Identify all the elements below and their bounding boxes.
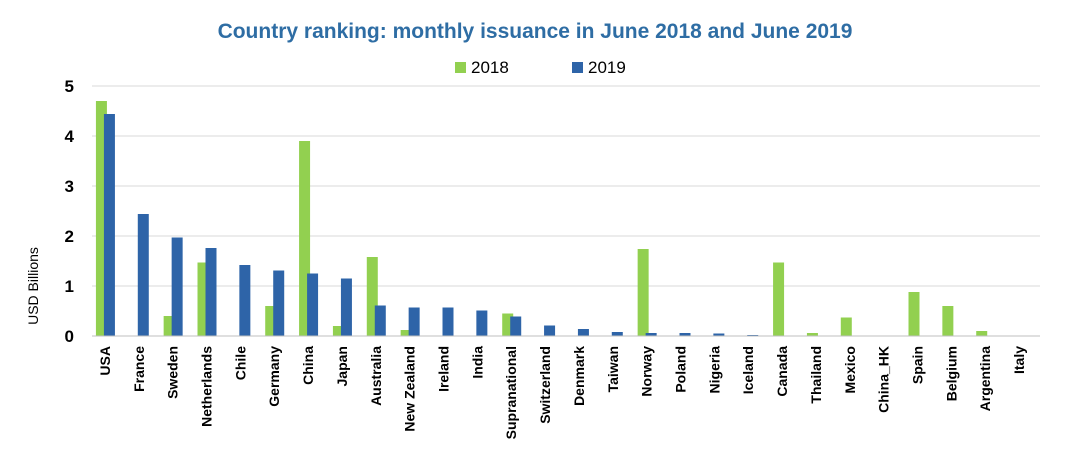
chart-title: Country ranking: monthly issuance in Jun… bbox=[218, 20, 853, 43]
bar-2019-japan bbox=[340, 278, 352, 336]
bar-2019-supranational bbox=[510, 316, 522, 336]
y-axis-ticks: 0 1 2 3 4 5 bbox=[65, 77, 75, 346]
bar-2019-poland bbox=[679, 333, 691, 336]
bar-2018-belgium bbox=[942, 306, 954, 336]
x-tick-label: Iceland bbox=[740, 346, 756, 394]
bar-2018-sweden bbox=[163, 316, 175, 336]
y-axis-label: USD Billions bbox=[25, 247, 41, 325]
x-tick-label: Denmark bbox=[571, 346, 587, 406]
x-tick-label: Ireland bbox=[436, 346, 452, 392]
bar-2018-norway bbox=[637, 249, 649, 336]
x-tick-label: Spain bbox=[910, 346, 926, 384]
legend-swatch-2018 bbox=[455, 62, 466, 73]
x-tick-label: Supranational bbox=[503, 346, 519, 439]
bar-2019-france bbox=[137, 214, 149, 336]
bar-2019-norway bbox=[645, 333, 657, 336]
bar-2019-switzerland bbox=[544, 325, 556, 336]
x-tick-label: Canada bbox=[774, 346, 790, 397]
bar-2019-denmark bbox=[577, 329, 589, 336]
x-tick-label: France bbox=[131, 346, 147, 392]
x-tick-label: Switzerland bbox=[537, 346, 553, 424]
x-tick-label: Thailand bbox=[808, 346, 824, 404]
bar-2019-china bbox=[307, 273, 319, 336]
bars bbox=[95, 101, 988, 336]
x-tick-label: China bbox=[300, 346, 316, 385]
bar-2018-china bbox=[299, 141, 311, 336]
bar-2019-ireland bbox=[442, 307, 454, 336]
x-tick-label: Norway bbox=[639, 346, 655, 397]
bar-2019-taiwan bbox=[611, 332, 623, 336]
bar-2018-mexico bbox=[840, 317, 852, 336]
y-tick-label: 2 bbox=[65, 227, 74, 246]
y-tick-label: 3 bbox=[65, 177, 74, 196]
x-tick-label: Italy bbox=[1011, 346, 1027, 374]
legend-swatch-2019 bbox=[572, 62, 583, 73]
y-tick-label: 4 bbox=[65, 127, 75, 146]
y-tick-label: 0 bbox=[65, 327, 74, 346]
x-tick-label: New Zealand bbox=[402, 346, 418, 432]
bar-2019-india bbox=[476, 310, 488, 336]
bar-2018-japan bbox=[332, 326, 344, 336]
bar-2018-australia bbox=[366, 257, 378, 336]
bar-2019-nigeria bbox=[713, 333, 725, 336]
x-tick-label: Nigeria bbox=[706, 346, 722, 394]
x-tick-label: Australia bbox=[368, 346, 384, 406]
x-tick-label: Germany bbox=[266, 346, 282, 407]
bar-2019-netherlands bbox=[205, 248, 217, 336]
bar-2018-spain bbox=[908, 292, 920, 336]
bar-2019-australia bbox=[374, 305, 386, 336]
y-tick-label: 1 bbox=[65, 277, 74, 296]
bar-2018-germany bbox=[265, 306, 277, 336]
bar-2018-new-zealand bbox=[400, 330, 412, 336]
bar-2019-chile bbox=[239, 265, 251, 336]
x-tick-label: Japan bbox=[334, 346, 350, 386]
bar-2018-thailand bbox=[806, 333, 818, 336]
x-axis-ticks: USA France Sweden Netherlands Chile Germany Ch… bbox=[97, 346, 1027, 440]
x-tick-label: Belgium bbox=[943, 346, 959, 401]
y-tick-label: 5 bbox=[65, 77, 74, 96]
x-tick-label: Netherlands bbox=[199, 346, 215, 427]
bar-2018-usa bbox=[95, 101, 107, 336]
bar-2018-argentina bbox=[976, 331, 988, 336]
x-tick-label: China_HK bbox=[876, 346, 892, 413]
bar-2019-usa bbox=[103, 114, 115, 336]
legend-label-2019: 2019 bbox=[588, 58, 626, 77]
gridlines bbox=[92, 85, 1040, 287]
x-tick-label: Poland bbox=[673, 346, 689, 393]
legend-label-2018: 2018 bbox=[471, 58, 509, 77]
x-tick-label: Taiwan bbox=[605, 346, 621, 392]
legend: 2018 2019 bbox=[455, 58, 626, 77]
bar-2019-new-zealand bbox=[408, 307, 420, 336]
x-tick-label: Sweden bbox=[165, 346, 181, 399]
x-tick-label: USA bbox=[97, 346, 113, 376]
x-tick-label: Mexico bbox=[842, 346, 858, 393]
bar-2018-supranational bbox=[502, 313, 514, 336]
bar-2018-canada bbox=[773, 262, 785, 336]
x-tick-label: Chile bbox=[232, 346, 248, 380]
bar-2018-netherlands bbox=[197, 262, 209, 336]
bar-2019-sweden bbox=[171, 237, 183, 336]
x-tick-label: India bbox=[469, 346, 485, 379]
x-tick-label: Argentina bbox=[977, 346, 993, 412]
bar-2019-germany bbox=[273, 270, 285, 336]
